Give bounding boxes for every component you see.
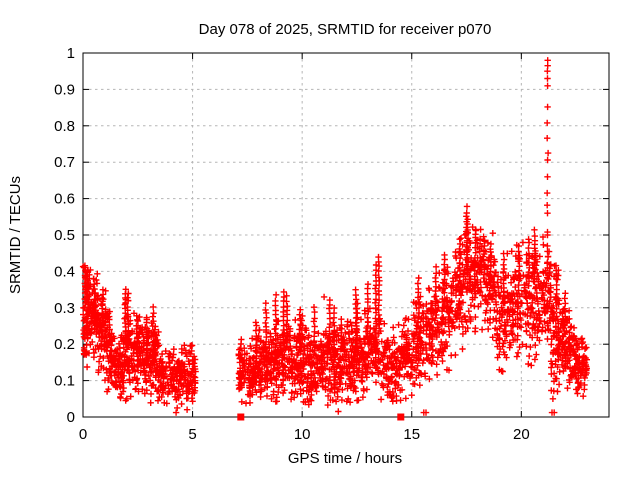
y-tick-label: 0.7 [54, 154, 75, 171]
x-tick-label: 10 [294, 426, 311, 443]
y-tick-label: 0.8 [54, 118, 75, 135]
x-tick-label: 0 [79, 426, 87, 443]
baseline-square-marker [237, 413, 245, 421]
x-tick-label: 20 [513, 426, 530, 443]
chart-title: Day 078 of 2025, SRMTID for receiver p07… [199, 21, 492, 38]
y-tick-label: 0.2 [54, 336, 75, 353]
y-axis-label: SRMTID / TECUs [7, 176, 24, 294]
x-tick-label: 15 [403, 426, 420, 443]
y-tick-label: 0.1 [54, 373, 75, 390]
y-tick-label: 1 [67, 45, 75, 62]
baseline-square-marker [397, 413, 405, 421]
tick-labels: 0 5 10 15 20 0 0.1 0.2 0.3 0.4 0.5 0.6 0.7 0.8 0.9 1 [54, 45, 530, 443]
y-tick-label: 0.3 [54, 300, 75, 317]
y-tick-label: 0.6 [54, 191, 75, 208]
y-tick-label: 0.4 [54, 263, 75, 280]
y-tick-label: 0.5 [54, 227, 75, 244]
x-axis-label: GPS time / hours [288, 450, 402, 467]
x-tick-label: 5 [188, 426, 196, 443]
y-tick-label: 0 [67, 409, 75, 426]
y-tick-label: 0.9 [54, 81, 75, 98]
scatter-markers [79, 57, 590, 416]
data-points [79, 57, 590, 421]
